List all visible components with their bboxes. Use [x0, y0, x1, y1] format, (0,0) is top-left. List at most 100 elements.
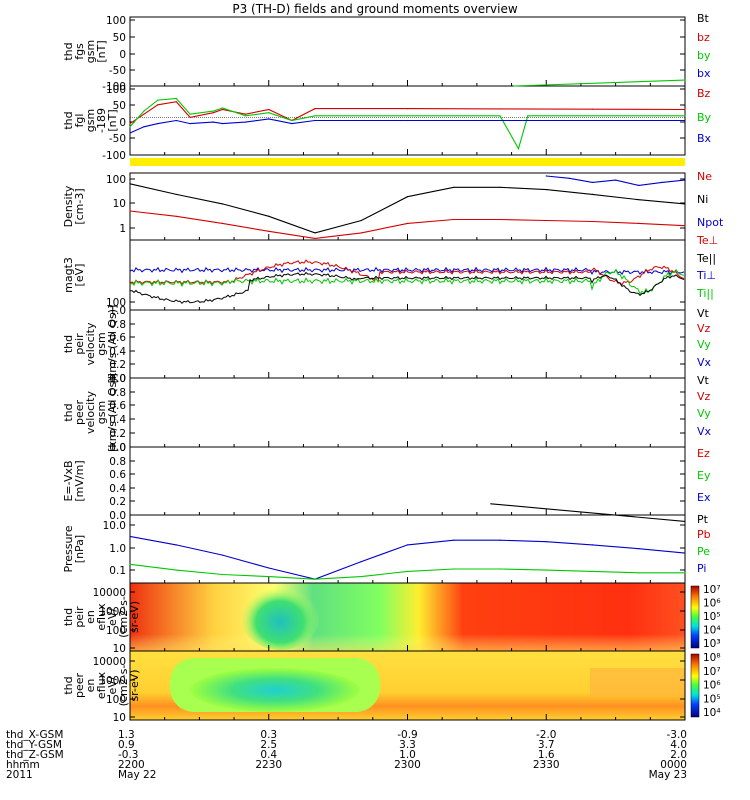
y-tick-label: -100: [102, 150, 126, 162]
data-point: [314, 232, 316, 234]
data-point: [499, 119, 501, 122]
ephemeris-value: 1.0: [399, 749, 416, 761]
y-axis-label: Pressure[nPa]: [62, 525, 86, 572]
y-tick-label: 10000: [93, 587, 126, 599]
ephemeris-value: -2.0: [536, 729, 557, 741]
y-tick-label: 10000: [93, 656, 126, 668]
data-point: [453, 539, 455, 541]
y-tick-label: 100: [106, 297, 126, 309]
data-point: [684, 108, 686, 111]
y-tick-label: 1000: [99, 675, 126, 687]
y-tick-label: 1.0: [109, 543, 126, 555]
trace-Te-perp: [129, 259, 685, 286]
data-point: [527, 115, 529, 117]
data-point: [684, 115, 686, 117]
ephemeris-value: 0.3: [260, 729, 277, 741]
y-axis-label-line: fgs: [73, 43, 86, 60]
data-point: [175, 97, 177, 100]
y-tick-label: 50: [113, 100, 126, 112]
plot-title: P3 (TH-D) fields and ground moments over…: [232, 2, 517, 16]
ephemeris-value: 2330: [533, 759, 560, 771]
y-tick-label: 1: [119, 223, 126, 235]
data-point: [314, 115, 316, 117]
y-tick-label: -50: [109, 133, 126, 145]
data-point: [684, 119, 686, 122]
data-point: [212, 112, 214, 114]
data-point: [129, 183, 131, 185]
y-axis-label-line: eflux: [95, 603, 108, 631]
y-tick-label: 0.4: [109, 414, 126, 426]
data-point: [406, 222, 409, 224]
data-point: [499, 186, 501, 188]
legend-Vz: Vz: [697, 390, 711, 403]
colorbar-label: 10⁵: [703, 611, 721, 623]
y-axis-label-line: peir: [73, 606, 86, 628]
y-axis-label: thdfgsgsm[nT]: [62, 40, 108, 63]
y-axis-label-line: [nT]: [106, 109, 119, 131]
data-point: [291, 119, 293, 122]
data-point: [175, 215, 177, 217]
y-axis-label-line: [km/s (All Qs)]: [106, 305, 119, 384]
data-point: [406, 119, 409, 122]
y-axis-label-line: [nT]: [95, 40, 108, 62]
legend-Vz: Vz: [697, 322, 711, 335]
y-tick-label: 100: [106, 694, 126, 706]
y-axis-label-line: [cm-3]: [73, 188, 86, 224]
data-point: [591, 570, 594, 573]
y-axis-label-line: (cm2-s-: [117, 596, 130, 638]
ephemeris-row-label: thd_Y-GSM: [6, 739, 62, 751]
temperature-traces: [129, 259, 685, 305]
series-pres-Pt: [490, 503, 686, 523]
data-point: [175, 101, 177, 103]
y-tick-label: 0.6: [109, 400, 126, 412]
series-fgl-Bx: [129, 118, 686, 134]
colorbar-label: 10⁷: [703, 666, 721, 678]
colorbar-label: 10⁷: [703, 584, 721, 596]
y-axis-label-line: velocity: [84, 322, 97, 365]
data-point: [157, 123, 159, 125]
data-point: [406, 108, 409, 110]
y-tick-label: 50: [113, 32, 126, 44]
data-point: [221, 123, 224, 125]
data-point: [638, 184, 640, 186]
trace-Te-par: [129, 271, 685, 305]
y-axis-label-line: magt3: [62, 257, 75, 293]
y-tick-label: 100: [106, 625, 126, 637]
y-tick-label: 1.0: [109, 442, 126, 454]
y-axis-label-line: peer: [73, 673, 86, 699]
ephemeris-row-label: thd_X-GSM: [6, 729, 63, 741]
ephemeris-value: 3.3: [399, 739, 416, 751]
legend-Ne: Ne: [697, 170, 712, 183]
data-point: [268, 108, 270, 111]
colorbar-label: 10⁶: [703, 680, 721, 692]
y-tick-label: 0.0: [109, 373, 126, 385]
data-point: [157, 104, 159, 106]
ephemeris-value: 0.9: [118, 739, 135, 751]
data-point: [545, 541, 547, 543]
data-point: [129, 210, 131, 212]
data-point: [314, 237, 316, 239]
y-tick-label: 0.1: [109, 565, 126, 577]
data-point: [499, 108, 501, 110]
y-tick-label: -50: [109, 65, 126, 77]
data-point: [684, 572, 686, 574]
y-tick-label: 0.6: [109, 469, 126, 481]
legend-Bz: Bz: [697, 87, 711, 100]
series-line: [129, 97, 685, 151]
y-axis-label-line: E=-VxB: [62, 460, 75, 501]
y-axis-label-line: thd: [62, 335, 75, 353]
legend-Ex: Ex: [697, 491, 711, 504]
y-axis-label-line: eV/: [106, 608, 119, 626]
colorbar-label: 10⁴: [703, 625, 721, 637]
series-line: [490, 503, 686, 522]
y-axis-label-line: en: [84, 679, 97, 693]
legend-Pt: Pt: [697, 513, 709, 526]
data-point: [568, 177, 571, 179]
ephemeris-value: 0.4: [260, 749, 277, 761]
series-fgl-By: [129, 97, 686, 151]
y-tick-label: 0.0: [109, 510, 126, 522]
data-point: [360, 561, 362, 563]
y-tick-label: 100: [106, 15, 126, 27]
ephemeris-value: 2.0: [670, 749, 687, 761]
y-axis-label-line: gsm: [84, 40, 97, 63]
